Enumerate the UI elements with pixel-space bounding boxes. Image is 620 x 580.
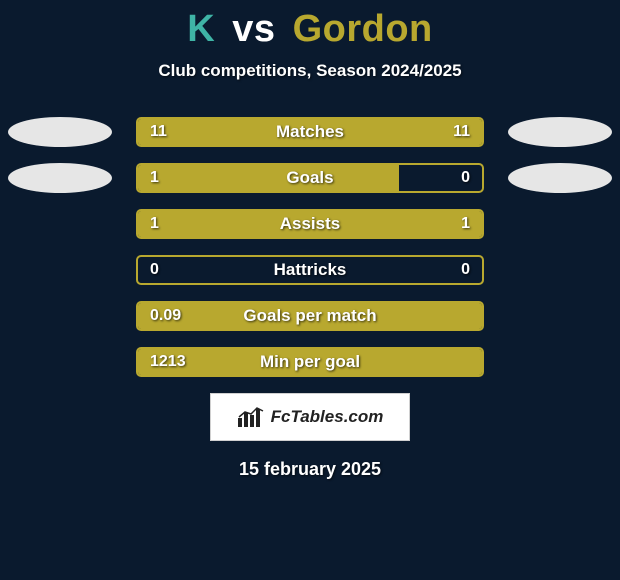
branding-badge[interactable]: FcTables.com [210,393,410,441]
stat-label: Hattricks [138,257,482,283]
chart-icon [237,406,265,428]
player2-badge-oval [508,163,612,193]
stat-row: 1111Matches [0,117,620,147]
player1-badge-oval [8,163,112,193]
comparison-title: K vs Gordon [0,0,620,51]
subtitle: Club competitions, Season 2024/2025 [0,61,620,81]
player1-name: K [187,8,215,50]
stat-row: 00Hattricks [0,255,620,285]
player1-badge-oval [8,117,112,147]
stat-label: Min per goal [138,349,482,375]
player2-badge-oval [508,117,612,147]
branding-text: FcTables.com [271,407,384,427]
stat-label: Goals per match [138,303,482,329]
stat-row: 0.09Goals per match [0,301,620,331]
stat-label: Goals [138,165,482,191]
stats-container: 1111Matches 10Goals 11Assists 00Hattricks 0.… [0,117,620,377]
stat-label: Assists [138,211,482,237]
stat-row: 10Goals [0,163,620,193]
player2-name: Gordon [293,8,433,50]
stat-row: 11Assists [0,209,620,239]
stat-bar: 1213Min per goal [136,347,484,377]
stat-row: 1213Min per goal [0,347,620,377]
stat-bar: 1111Matches [136,117,484,147]
stat-bar: 11Assists [136,209,484,239]
date-text: 15 february 2025 [0,459,620,480]
stat-label: Matches [138,119,482,145]
title-vs: vs [232,8,275,50]
stat-bar: 10Goals [136,163,484,193]
stat-bar: 0.09Goals per match [136,301,484,331]
stat-bar: 00Hattricks [136,255,484,285]
